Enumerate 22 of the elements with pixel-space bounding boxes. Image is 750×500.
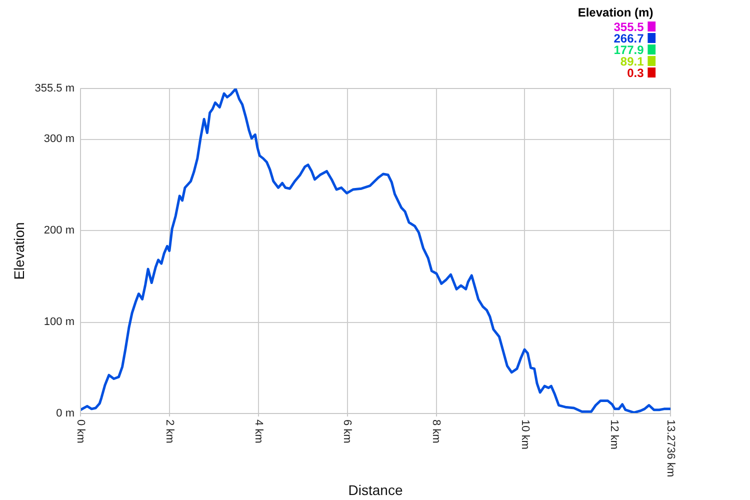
x-tick-label: 6 km	[341, 420, 354, 444]
y-tick-label: 100 m	[44, 316, 75, 328]
x-tick-label: 4 km	[252, 420, 264, 444]
x-tick-label: 10 km	[518, 420, 531, 450]
y-axis-title: Elevation	[10, 222, 27, 280]
color-bar-label: 266.7	[614, 32, 644, 46]
x-axis-title: Distance	[348, 482, 403, 498]
x-tick-label: 12 km	[608, 420, 620, 450]
color-bar-label: 355.5	[614, 20, 644, 34]
color-bar-label: 0.3	[627, 66, 644, 80]
x-tick-label: 13.2736 km	[664, 420, 676, 477]
color-bar-title: Elevation (m)	[578, 6, 654, 20]
y-tick-label: 300 m	[44, 133, 75, 146]
color-bar-label: 177.9	[614, 43, 644, 57]
y-tick-label: 200 m	[44, 224, 75, 237]
x-tick-label: 2 km	[163, 420, 176, 444]
line-series	[80, 88, 670, 414]
color-bar-label: 89.1	[620, 54, 644, 68]
y-tick-label: 0 m	[56, 408, 75, 420]
y-tick-label: 355.5 m	[34, 82, 75, 94]
x-tick-label: 0 km	[74, 420, 86, 444]
x-tick-label: 8 km	[430, 420, 442, 444]
